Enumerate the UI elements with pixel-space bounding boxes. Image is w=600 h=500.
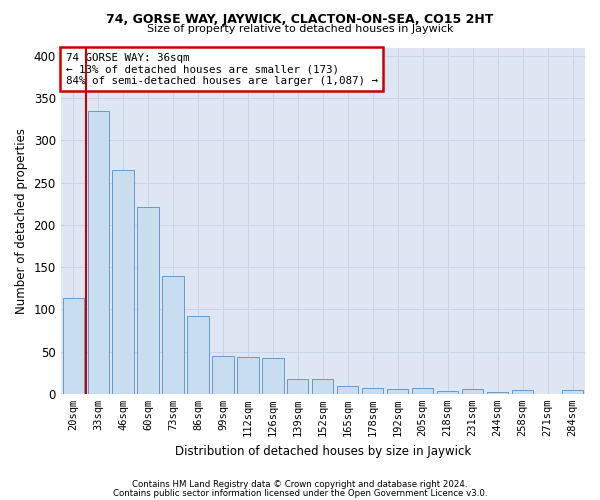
Bar — [262, 358, 284, 394]
Bar — [287, 380, 308, 394]
Bar — [187, 316, 209, 394]
Bar — [312, 380, 334, 394]
Bar — [88, 111, 109, 394]
Bar — [62, 298, 84, 394]
Bar — [462, 388, 483, 394]
Bar — [112, 170, 134, 394]
Bar — [412, 388, 433, 394]
Text: 74 GORSE WAY: 36sqm
← 13% of detached houses are smaller (173)
84% of semi-detac: 74 GORSE WAY: 36sqm ← 13% of detached ho… — [66, 52, 378, 86]
Bar — [212, 356, 233, 394]
Bar — [163, 276, 184, 394]
X-axis label: Distribution of detached houses by size in Jaywick: Distribution of detached houses by size … — [175, 444, 471, 458]
Text: Contains HM Land Registry data © Crown copyright and database right 2024.: Contains HM Land Registry data © Crown c… — [132, 480, 468, 489]
Text: Size of property relative to detached houses in Jaywick: Size of property relative to detached ho… — [147, 24, 453, 34]
Bar — [487, 392, 508, 394]
Bar — [238, 358, 259, 394]
Bar — [337, 386, 358, 394]
Bar — [137, 207, 158, 394]
Y-axis label: Number of detached properties: Number of detached properties — [15, 128, 28, 314]
Bar — [362, 388, 383, 394]
Text: Contains public sector information licensed under the Open Government Licence v3: Contains public sector information licen… — [113, 488, 487, 498]
Bar — [512, 390, 533, 394]
Bar — [387, 388, 409, 394]
Bar — [562, 390, 583, 394]
Bar — [437, 392, 458, 394]
Text: 74, GORSE WAY, JAYWICK, CLACTON-ON-SEA, CO15 2HT: 74, GORSE WAY, JAYWICK, CLACTON-ON-SEA, … — [106, 12, 494, 26]
